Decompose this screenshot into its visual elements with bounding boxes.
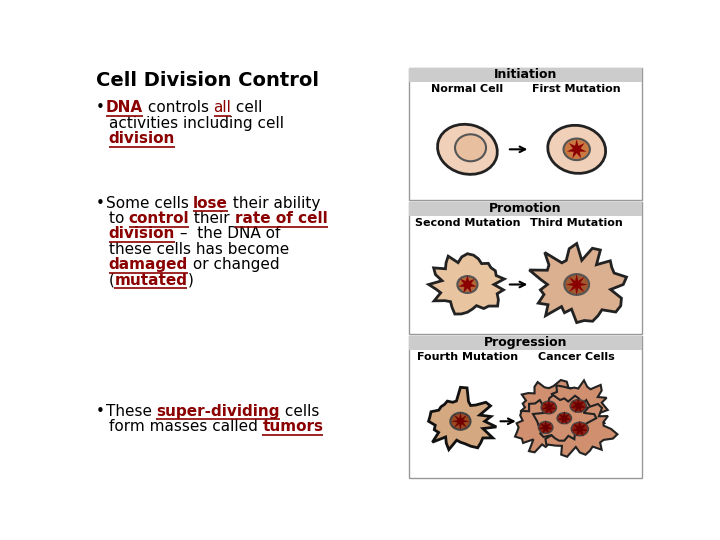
Polygon shape (546, 400, 618, 457)
Text: cells: cells (280, 403, 319, 418)
Polygon shape (459, 275, 477, 293)
Text: these cells has become: these cells has become (109, 242, 289, 257)
Polygon shape (428, 254, 504, 314)
FancyBboxPatch shape (409, 336, 642, 350)
Text: Cell Division Control: Cell Division Control (96, 71, 319, 90)
Ellipse shape (438, 124, 498, 174)
Ellipse shape (570, 400, 586, 412)
Text: mutated: mutated (114, 273, 187, 288)
Polygon shape (521, 380, 580, 430)
Ellipse shape (548, 125, 606, 173)
Ellipse shape (564, 274, 589, 295)
Ellipse shape (539, 422, 553, 434)
FancyBboxPatch shape (409, 68, 642, 200)
Text: Initiation: Initiation (494, 68, 557, 82)
Text: activities including cell: activities including cell (109, 116, 284, 131)
Text: Fourth Mutation: Fourth Mutation (417, 352, 518, 362)
Ellipse shape (557, 413, 572, 424)
Polygon shape (539, 420, 553, 434)
FancyBboxPatch shape (409, 336, 642, 477)
Text: (: ( (109, 273, 114, 288)
Polygon shape (572, 420, 588, 437)
Text: their ability: their ability (228, 195, 320, 211)
Ellipse shape (451, 413, 471, 430)
Polygon shape (570, 397, 586, 413)
Text: division: division (109, 131, 175, 146)
Polygon shape (515, 400, 577, 453)
Text: Promotion: Promotion (489, 202, 562, 215)
Text: tumors: tumors (262, 419, 323, 434)
Text: their: their (189, 211, 235, 226)
Polygon shape (529, 244, 626, 322)
FancyBboxPatch shape (409, 68, 642, 82)
Polygon shape (533, 395, 596, 441)
FancyBboxPatch shape (409, 202, 642, 215)
Polygon shape (548, 380, 608, 434)
Text: DNA: DNA (106, 100, 143, 115)
Text: Progression: Progression (484, 336, 567, 349)
FancyBboxPatch shape (409, 202, 642, 334)
Text: super-dividing: super-dividing (156, 403, 280, 418)
Polygon shape (451, 412, 469, 430)
Text: Second Mutation: Second Mutation (415, 218, 520, 228)
Text: First Mutation: First Mutation (532, 84, 621, 94)
Text: rate of cell: rate of cell (235, 211, 328, 226)
Ellipse shape (571, 422, 588, 436)
Text: lose: lose (193, 195, 228, 211)
Text: division: division (109, 226, 175, 241)
Text: control: control (129, 211, 189, 226)
Text: Normal Cell: Normal Cell (431, 84, 503, 94)
Text: These: These (106, 403, 156, 418)
Polygon shape (541, 400, 557, 414)
Text: ): ) (187, 273, 194, 288)
Ellipse shape (564, 139, 590, 160)
Text: damaged: damaged (109, 257, 188, 272)
Polygon shape (557, 411, 572, 425)
Text: all: all (214, 100, 231, 115)
Text: cell: cell (231, 100, 263, 115)
Text: •: • (96, 403, 105, 418)
Ellipse shape (541, 401, 557, 414)
Polygon shape (566, 274, 588, 295)
Text: form masses called: form masses called (109, 419, 262, 434)
Text: Cancer Cells: Cancer Cells (539, 352, 615, 362)
Text: •: • (96, 195, 105, 211)
Text: –  the DNA of: – the DNA of (175, 226, 280, 241)
Text: to: to (109, 211, 129, 226)
Text: or changed: or changed (188, 257, 279, 272)
Text: Third Mutation: Third Mutation (531, 218, 623, 228)
Text: controls: controls (143, 100, 214, 115)
Polygon shape (567, 139, 587, 158)
Ellipse shape (457, 276, 477, 293)
Text: Some cells: Some cells (106, 195, 193, 211)
Polygon shape (428, 387, 496, 450)
Ellipse shape (455, 134, 486, 161)
Text: •: • (96, 100, 105, 115)
